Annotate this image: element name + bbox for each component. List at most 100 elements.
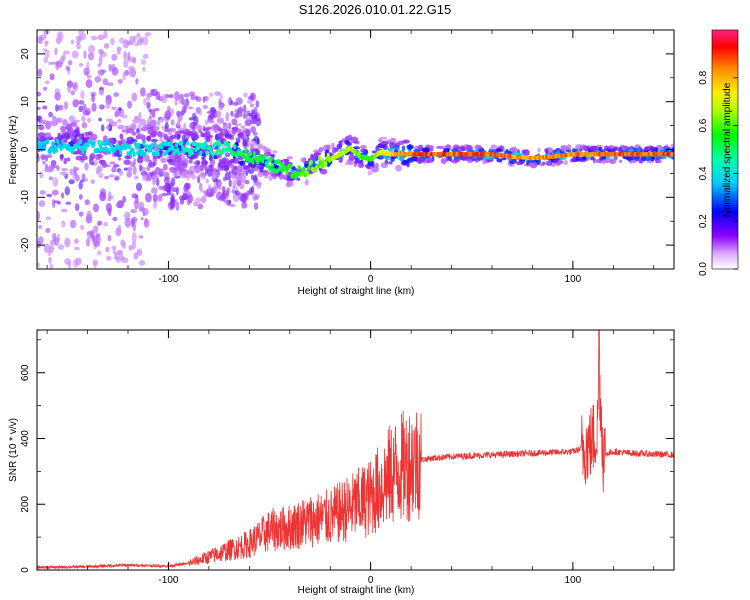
noise-blob bbox=[198, 204, 202, 209]
ridge-mark bbox=[156, 151, 160, 157]
ridge-mark bbox=[150, 142, 154, 149]
ridge-mark bbox=[204, 140, 208, 147]
band-blob bbox=[136, 133, 144, 139]
noise-blob bbox=[99, 188, 106, 198]
noise-blob bbox=[91, 102, 97, 112]
band-blob bbox=[208, 166, 212, 174]
band-blob bbox=[474, 144, 482, 151]
noise-blob bbox=[91, 93, 95, 103]
band-blob bbox=[170, 119, 175, 126]
band-blob bbox=[81, 122, 88, 129]
ridge-mark bbox=[279, 161, 283, 167]
band-blob bbox=[408, 144, 412, 151]
noise-blob bbox=[84, 162, 89, 171]
noise-blob bbox=[250, 103, 254, 108]
ridge-mark bbox=[59, 145, 63, 151]
ridge-mark bbox=[273, 168, 277, 174]
band-blob bbox=[125, 125, 129, 130]
chart-title: S126.2026.010.01.22.G15 bbox=[299, 2, 452, 17]
noise-blob bbox=[142, 66, 146, 72]
noise-blob bbox=[107, 234, 112, 242]
band-blob bbox=[315, 151, 319, 156]
noise-blob bbox=[164, 110, 172, 120]
noise-blob bbox=[53, 200, 60, 204]
noise-blob bbox=[218, 103, 224, 111]
noise-blob bbox=[72, 82, 77, 90]
band-blob bbox=[117, 124, 125, 130]
noise-blob bbox=[44, 80, 50, 85]
band-blob bbox=[658, 159, 662, 164]
noise-blob bbox=[65, 65, 71, 72]
noise-blob bbox=[61, 220, 66, 228]
colorbar-tick-label: 0.6 bbox=[698, 118, 709, 132]
ridge-mark bbox=[267, 157, 271, 163]
ridge-mark bbox=[166, 141, 170, 147]
noise-blob bbox=[90, 179, 95, 185]
noise-blob bbox=[116, 51, 121, 55]
band-blob bbox=[619, 159, 623, 163]
noise-blob bbox=[138, 112, 142, 122]
band-blob bbox=[68, 126, 74, 134]
band-blob bbox=[81, 115, 86, 122]
colorbar-tick-label: 0.2 bbox=[698, 214, 709, 228]
band-blob bbox=[109, 161, 116, 165]
ridge-mark bbox=[275, 168, 279, 174]
band-blob bbox=[197, 160, 201, 166]
band-blob bbox=[654, 147, 659, 152]
band-blob bbox=[440, 158, 448, 164]
noise-blob bbox=[79, 224, 85, 230]
noise-blob bbox=[188, 91, 195, 97]
noise-blob bbox=[255, 118, 262, 127]
noise-blob bbox=[135, 182, 143, 192]
noise-blob bbox=[141, 59, 146, 65]
band-blob bbox=[467, 159, 474, 164]
noise-blob bbox=[124, 218, 132, 228]
noise-blob bbox=[161, 94, 168, 104]
noise-blob bbox=[80, 90, 85, 100]
noise-blob bbox=[197, 175, 201, 184]
band-blob bbox=[166, 158, 173, 163]
band-blob bbox=[176, 134, 181, 139]
snr-marks bbox=[37, 330, 674, 570]
noise-blob bbox=[64, 237, 71, 248]
noise-blob bbox=[181, 105, 187, 113]
noise-blob bbox=[255, 100, 260, 108]
band-blob bbox=[162, 171, 170, 177]
band-blob bbox=[609, 158, 617, 165]
noise-blob bbox=[164, 182, 170, 193]
noise-blob bbox=[103, 222, 109, 227]
band-blob bbox=[582, 156, 586, 160]
band-blob bbox=[407, 157, 415, 163]
band-blob bbox=[194, 153, 199, 159]
noise-blob bbox=[54, 237, 59, 247]
noise-blob bbox=[225, 111, 229, 122]
ridge-mark bbox=[151, 151, 156, 157]
band-blob bbox=[73, 166, 77, 173]
band-blob bbox=[655, 157, 659, 164]
band-blob bbox=[139, 164, 143, 171]
noise-blob bbox=[127, 100, 133, 109]
noise-blob bbox=[56, 60, 63, 68]
noise-blob bbox=[143, 36, 149, 46]
band-blob bbox=[89, 133, 98, 141]
band-blob bbox=[196, 124, 202, 131]
noise-blob bbox=[130, 208, 136, 213]
noise-blob bbox=[133, 43, 140, 47]
noise-blob bbox=[179, 198, 185, 205]
band-blob bbox=[630, 159, 637, 164]
ridge-mark bbox=[143, 151, 147, 157]
noise-blob bbox=[54, 47, 58, 56]
noise-blob bbox=[250, 185, 255, 193]
noise-blob bbox=[78, 194, 83, 200]
band-blob bbox=[377, 155, 384, 160]
noise-blob bbox=[60, 208, 68, 213]
band-blob bbox=[278, 173, 284, 180]
band-blob bbox=[173, 172, 178, 177]
band-blob bbox=[448, 155, 452, 162]
ridge-mark bbox=[104, 146, 108, 152]
noise-blob bbox=[110, 37, 115, 46]
ridge-mark bbox=[179, 140, 183, 146]
noise-blob bbox=[144, 217, 148, 225]
band-blob bbox=[425, 158, 431, 164]
